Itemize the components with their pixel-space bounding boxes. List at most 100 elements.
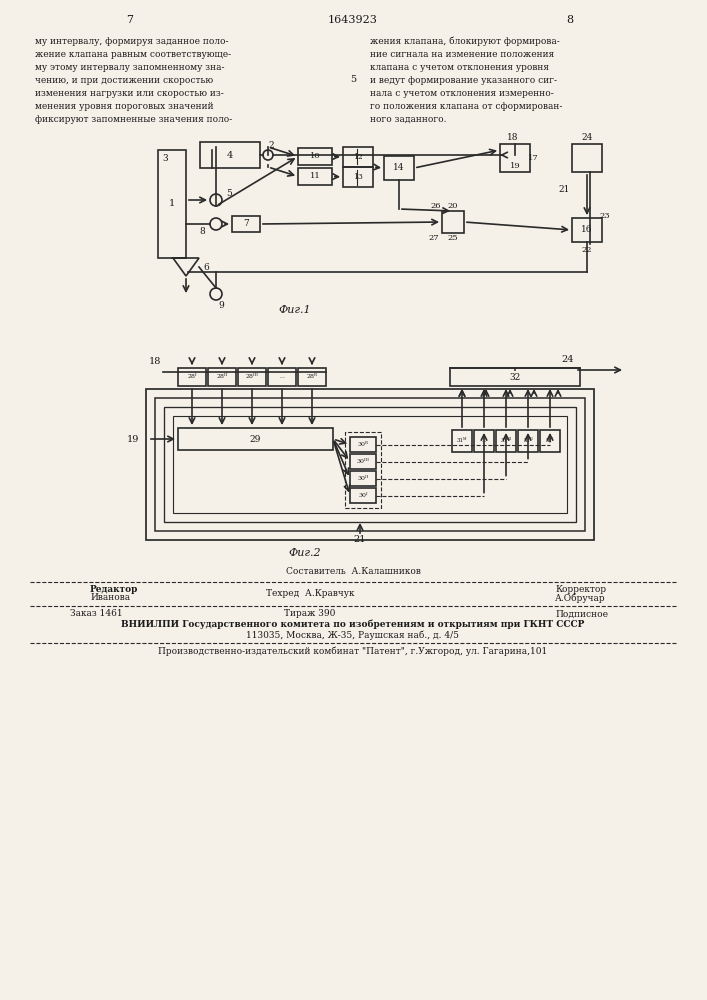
Text: 30ᴿ: 30ᴿ: [358, 442, 368, 447]
Bar: [496, 430, 516, 452]
Bar: [350, 437, 376, 452]
Text: Иванова: Иванова: [90, 593, 130, 602]
Text: 27: 27: [428, 234, 439, 242]
Bar: [343, 167, 373, 187]
Text: 28ᴿ: 28ᴿ: [307, 374, 317, 379]
Text: 31ᴵᴵᴵ: 31ᴵᴵᴵ: [501, 438, 512, 444]
Text: Подписное: Подписное: [555, 609, 608, 618]
Text: 26: 26: [431, 202, 441, 210]
Text: 14: 14: [393, 163, 404, 172]
Text: 13: 13: [353, 173, 363, 181]
Text: 31ᴵᴵ: 31ᴵᴵ: [523, 438, 533, 444]
Text: 10: 10: [310, 152, 320, 160]
Bar: [208, 368, 236, 386]
Bar: [345, 432, 381, 508]
Text: Редактор: Редактор: [90, 585, 139, 594]
Bar: [350, 454, 376, 469]
Text: ...: ...: [279, 374, 285, 379]
Text: 21: 21: [559, 186, 570, 194]
Text: чению, и при достижении скоростью: чению, и при достижении скоростью: [35, 76, 213, 85]
Text: 9: 9: [218, 302, 224, 310]
Text: 31ᴵ: 31ᴵ: [546, 438, 554, 444]
Text: ние сигнала на изменение положения: ние сигнала на изменение положения: [370, 50, 554, 59]
Text: ВНИИЛПИ Государственного комитета по изобретениям и открытиям при ГКНТ СССР: ВНИИЛПИ Государственного комитета по изо…: [122, 619, 585, 629]
Text: 23: 23: [600, 212, 610, 220]
Text: 1643923: 1643923: [328, 15, 378, 25]
Text: 30ᴵᴵ: 30ᴵᴵ: [357, 476, 368, 481]
Text: 113035, Москва, Ж-35, Раушская наб., д. 4/5: 113035, Москва, Ж-35, Раушская наб., д. …: [247, 630, 460, 640]
Text: му интервалу, формируя заданное поло-: му интервалу, формируя заданное поло-: [35, 37, 228, 46]
Bar: [200, 142, 260, 168]
Text: 5: 5: [226, 190, 232, 198]
Text: 12: 12: [353, 153, 363, 161]
Text: 30ᴵᴵᴵ: 30ᴵᴵᴵ: [356, 459, 370, 464]
Text: 17: 17: [527, 154, 538, 162]
Bar: [572, 218, 602, 242]
Text: 18: 18: [148, 358, 161, 366]
Bar: [178, 368, 206, 386]
Text: 8: 8: [199, 228, 205, 236]
Text: 28ᴵᴵ: 28ᴵᴵ: [216, 374, 228, 379]
Bar: [442, 211, 464, 233]
Text: 24: 24: [581, 133, 592, 142]
Text: 16: 16: [581, 226, 592, 234]
Text: 24: 24: [562, 356, 574, 364]
Text: 20: 20: [448, 202, 458, 210]
Text: му этому интервалу запомненному зна-: му этому интервалу запомненному зна-: [35, 63, 225, 72]
Bar: [518, 430, 538, 452]
Bar: [178, 428, 333, 450]
Text: клапана с учетом отклонения уровня: клапана с учетом отклонения уровня: [370, 63, 549, 72]
Text: жение клапана равным соответствующе-: жение клапана равным соответствующе-: [35, 50, 231, 59]
Bar: [164, 407, 576, 522]
Text: 6: 6: [203, 262, 209, 271]
Bar: [572, 144, 602, 172]
Bar: [298, 368, 326, 386]
Bar: [343, 147, 373, 167]
Text: изменения нагрузки или скоростью из-: изменения нагрузки или скоростью из-: [35, 89, 223, 98]
Bar: [298, 168, 332, 185]
Text: Фиг.1: Фиг.1: [279, 305, 311, 315]
Text: 3: 3: [162, 154, 168, 163]
Bar: [350, 488, 376, 503]
Bar: [232, 216, 260, 232]
Text: 29: 29: [250, 434, 261, 444]
Text: 8: 8: [566, 15, 573, 25]
Text: 7: 7: [243, 220, 249, 229]
Text: Техред  А.Кравчук: Техред А.Кравчук: [266, 589, 354, 598]
Bar: [298, 148, 332, 165]
Text: нала с учетом отклонения измеренно-: нала с учетом отклонения измеренно-: [370, 89, 554, 98]
Text: 32: 32: [509, 372, 520, 381]
Text: менения уровня пороговых значений: менения уровня пороговых значений: [35, 102, 214, 111]
Text: 18: 18: [507, 133, 519, 142]
Text: Заказ 1461: Заказ 1461: [70, 609, 122, 618]
Bar: [173, 416, 567, 513]
Bar: [238, 368, 266, 386]
Bar: [384, 156, 414, 180]
Text: Корректор: Корректор: [555, 585, 606, 594]
Text: 19: 19: [127, 434, 139, 444]
Text: и ведут формирование указанного сиг-: и ведут формирование указанного сиг-: [370, 76, 557, 85]
Bar: [540, 430, 560, 452]
Text: жения клапана, блокируют формирова-: жения клапана, блокируют формирова-: [370, 37, 560, 46]
Bar: [452, 430, 472, 452]
Text: Производственно-издательский комбинат "Патент", г.Ужгород, ул. Гагарина,101: Производственно-издательский комбинат "П…: [158, 646, 548, 656]
Text: 28ᴵ: 28ᴵ: [187, 374, 197, 379]
Text: 22: 22: [582, 246, 592, 254]
Text: ного заданного.: ного заданного.: [370, 115, 447, 124]
Text: 1: 1: [169, 200, 175, 209]
Text: 7: 7: [127, 15, 134, 25]
Text: 5: 5: [350, 76, 356, 85]
Text: фиксируют запомненные значения поло-: фиксируют запомненные значения поло-: [35, 115, 233, 124]
Bar: [500, 144, 530, 172]
Text: ...: ...: [481, 438, 486, 444]
Bar: [474, 430, 494, 452]
Bar: [450, 368, 580, 386]
Text: 4: 4: [227, 150, 233, 159]
Text: 21: 21: [354, 536, 366, 544]
Bar: [158, 150, 186, 258]
Text: А.Обручар: А.Обручар: [555, 593, 606, 603]
Bar: [268, 368, 296, 386]
Bar: [350, 471, 376, 486]
Text: 2: 2: [268, 140, 274, 149]
Text: 28ᴵᴵᴵ: 28ᴵᴵᴵ: [245, 374, 259, 379]
